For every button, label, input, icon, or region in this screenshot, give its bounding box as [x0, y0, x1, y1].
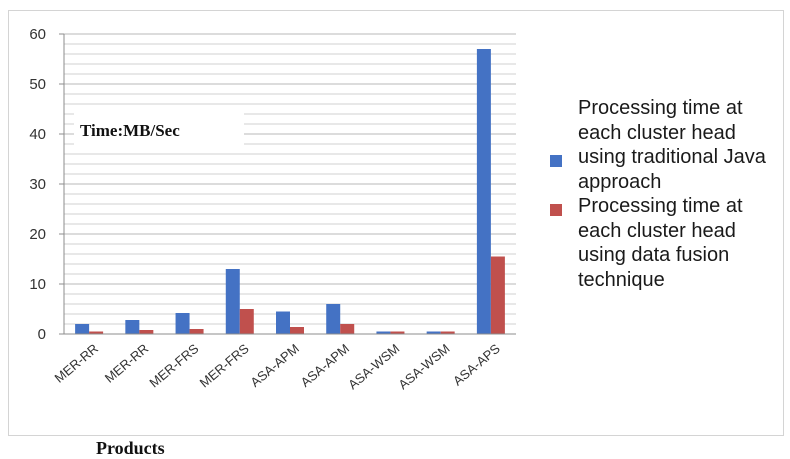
y-tick-label: 40	[29, 126, 46, 143]
x-tick-label: MER-RR	[102, 341, 151, 386]
legend-swatch	[550, 155, 562, 167]
bar	[139, 330, 154, 334]
chart-frame	[8, 10, 784, 436]
axes	[59, 33, 516, 335]
x-tick-label: ASA-WSM	[395, 341, 452, 392]
bar	[326, 304, 341, 334]
gridlines	[64, 33, 516, 335]
bar	[426, 331, 441, 334]
legend: Processing time at each cluster head usi…	[548, 96, 784, 292]
bar	[89, 331, 104, 334]
bar	[390, 331, 405, 334]
bar	[225, 269, 240, 334]
x-tick-label: ASA-WSM	[345, 341, 402, 392]
legend-swatch	[550, 204, 562, 216]
bar	[490, 256, 505, 334]
y-tick-label: 0	[38, 326, 46, 343]
bar	[239, 309, 254, 334]
bar	[189, 329, 204, 334]
y-tick-label: 10	[29, 276, 46, 293]
legend-item: Processing time at each cluster head usi…	[548, 96, 784, 194]
legend-label: Processing time at each cluster head usi…	[578, 195, 743, 291]
bar	[75, 324, 90, 334]
bar	[440, 331, 455, 334]
annotation-box: Time:MB/Sec	[74, 113, 244, 147]
legend-label: Processing time at each cluster head usi…	[578, 97, 766, 193]
legend-item: Processing time at each cluster head usi…	[548, 194, 784, 292]
y-tick-labels: 0 10 20 30 40 50 60	[29, 26, 46, 343]
x-tick-labels: MER-RR MER-RRMER-FRSMER-FRSASA-APMASA-APM…	[52, 341, 504, 393]
bar	[125, 320, 140, 334]
bar	[276, 311, 290, 334]
bar	[175, 313, 190, 334]
bar	[476, 49, 491, 334]
bars	[75, 49, 505, 334]
bar	[290, 327, 304, 334]
x-tick-label: ASA-APS	[450, 341, 503, 389]
y-tick-label: 50	[29, 76, 46, 93]
x-tick-label: MER-FRS	[197, 341, 252, 391]
y-tick-label: 60	[29, 26, 46, 43]
x-axis-label: Products	[96, 438, 165, 458]
y-tick-label: 30	[29, 176, 46, 193]
bar	[376, 331, 391, 334]
x-tick-label: MER-FRS	[146, 341, 201, 391]
y-tick-label: 20	[29, 226, 46, 243]
x-tick-label: ASA-APM	[247, 341, 301, 390]
x-tick-label: ASA-APM	[298, 341, 352, 390]
x-tick-label: MER-RR	[52, 341, 101, 386]
bar	[340, 324, 355, 334]
annotation-text: Time:MB/Sec	[80, 121, 180, 140]
